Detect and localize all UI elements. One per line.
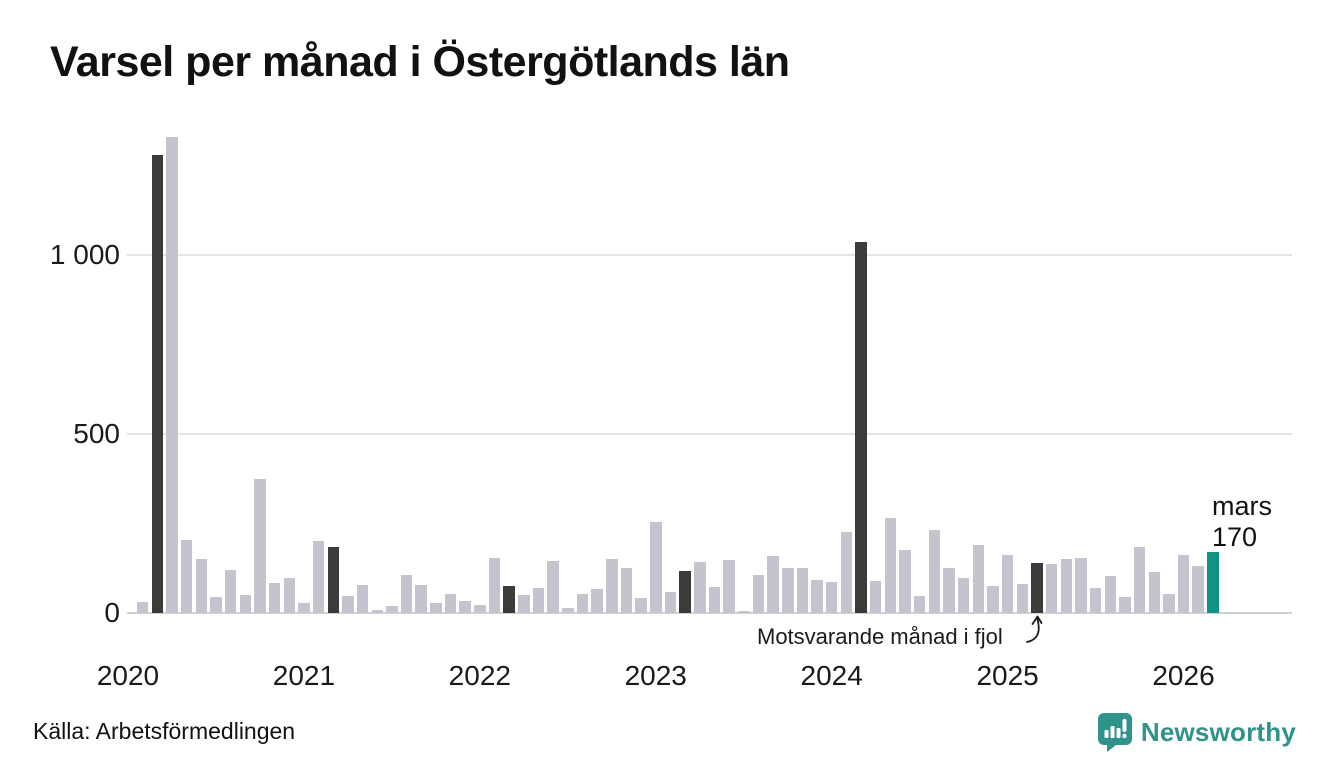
annotation-label: Motsvarande månad i fjol: [757, 624, 1003, 649]
bar-2022-11: [620, 568, 633, 613]
bar-2022-03: [503, 586, 515, 613]
x-tick-label-2026: 2026: [1152, 660, 1215, 691]
bar-2020-03: [151, 155, 164, 613]
bar-2021-08: [400, 575, 413, 613]
bar-2022-09: [591, 589, 603, 613]
bar-2024-02: [840, 532, 853, 613]
bar-2024-06: [899, 550, 911, 613]
bar-2021-12: [459, 601, 471, 613]
bar-2025-03: [1031, 563, 1043, 613]
gridline-500: [127, 433, 1292, 435]
bar-2021-01: [298, 603, 310, 613]
bar-2024-03: [855, 242, 867, 613]
bar-2025-12: [1163, 594, 1175, 613]
bar-2026-01: [1177, 555, 1190, 613]
bar-2022-08: [576, 594, 589, 613]
bar-2025-06: [1075, 558, 1087, 613]
bar-2025-10: [1133, 547, 1146, 613]
bar-2020-04: [166, 137, 178, 613]
bar-2024-01: [825, 582, 838, 613]
bar-2022-07: [562, 608, 574, 613]
bar-2022-10: [606, 559, 618, 613]
y-tick-label: 0: [104, 597, 120, 628]
newsworthy-bubble-icon: [1097, 713, 1132, 752]
bar-2023-04: [694, 562, 706, 613]
bar-2023-01: [650, 522, 662, 613]
bar-2023-12: [811, 580, 823, 613]
bar-2023-09: [767, 556, 779, 613]
y-tick-label: 500: [73, 418, 120, 449]
bar-2020-09: [239, 595, 251, 613]
bar-2026-03: [1207, 552, 1219, 613]
bar-2021-09: [415, 585, 427, 613]
bar-2024-05: [884, 518, 897, 613]
bar-2021-02: [312, 541, 325, 613]
bar-2025-07: [1089, 588, 1102, 613]
x-tick-label-2023: 2023: [624, 660, 687, 691]
bar-2021-03: [327, 547, 339, 613]
bar-2021-06: [371, 610, 383, 613]
bar-2020-05: [180, 540, 193, 613]
bar-2021-05: [356, 585, 369, 613]
bar-2025-05: [1060, 559, 1072, 613]
bar-2020-02: [136, 602, 149, 613]
bar-2024-08: [928, 530, 940, 613]
x-tick-label-2021: 2021: [272, 660, 336, 691]
bar-2020-10: [254, 479, 266, 613]
bar-2023-07: [738, 611, 750, 613]
bar-2025-04: [1045, 564, 1058, 613]
bar-2024-09: [943, 568, 955, 613]
bar-2024-07: [913, 596, 926, 613]
bar-2022-06: [547, 561, 559, 613]
bar-2025-09: [1119, 597, 1131, 613]
source-label: Källa: Arbetsförmedlingen: [33, 718, 296, 744]
bar-2023-06: [723, 560, 735, 613]
bar-2025-01: [1001, 555, 1014, 613]
x-tick-label-2020: 2020: [96, 660, 160, 691]
bar-2020-07: [210, 597, 222, 613]
bar-2022-04: [518, 595, 530, 613]
current-month-value: 170: [1212, 522, 1258, 552]
gridline-1000: [127, 254, 1292, 256]
bar-2026-02: [1192, 566, 1204, 613]
bar-2024-10: [957, 578, 970, 613]
annotation-arrow-icon: [1026, 615, 1043, 643]
bar-2024-04: [869, 581, 882, 613]
page-title: Varsel per månad i Östergötlands län: [50, 38, 790, 86]
bar-2025-08: [1104, 576, 1116, 613]
bar-2021-07: [386, 606, 398, 613]
bar-2020-11: [268, 583, 281, 613]
bar-2023-08: [752, 575, 765, 613]
y-tick-label: 1 000: [49, 239, 120, 270]
bar-2023-10: [782, 568, 794, 613]
bar-2021-11: [444, 594, 457, 613]
bar-2022-12: [635, 598, 647, 613]
x-tick-label-2025: 2025: [976, 660, 1039, 691]
newsworthy-logo: Newsworthy: [1097, 712, 1296, 752]
bar-2024-12: [987, 586, 999, 613]
x-tick-label-2024: 2024: [800, 660, 863, 691]
current-month-name: mars: [1212, 491, 1272, 521]
bar-2020-06: [195, 559, 208, 613]
bar-2025-11: [1148, 572, 1160, 613]
bar-2022-01: [474, 605, 486, 613]
newsworthy-logo-text: Newsworthy: [1140, 716, 1296, 747]
bar-2022-02: [488, 558, 501, 613]
current-month-label: mars 170: [1212, 491, 1272, 553]
bar-2023-02: [664, 592, 677, 613]
bar-2020-08: [224, 570, 237, 613]
bar-2021-04: [342, 596, 354, 613]
bar-2020-12: [283, 578, 295, 613]
gridline-0: [127, 612, 1292, 614]
bar-2022-05: [532, 588, 545, 613]
bar-2025-02: [1016, 584, 1028, 613]
bar-2021-10: [430, 603, 442, 613]
bar-2024-11: [972, 545, 984, 613]
bar-2023-11: [796, 568, 809, 613]
x-tick-label-2022: 2022: [448, 660, 511, 691]
bar-2023-03: [679, 571, 691, 613]
bar-2023-05: [708, 587, 721, 613]
